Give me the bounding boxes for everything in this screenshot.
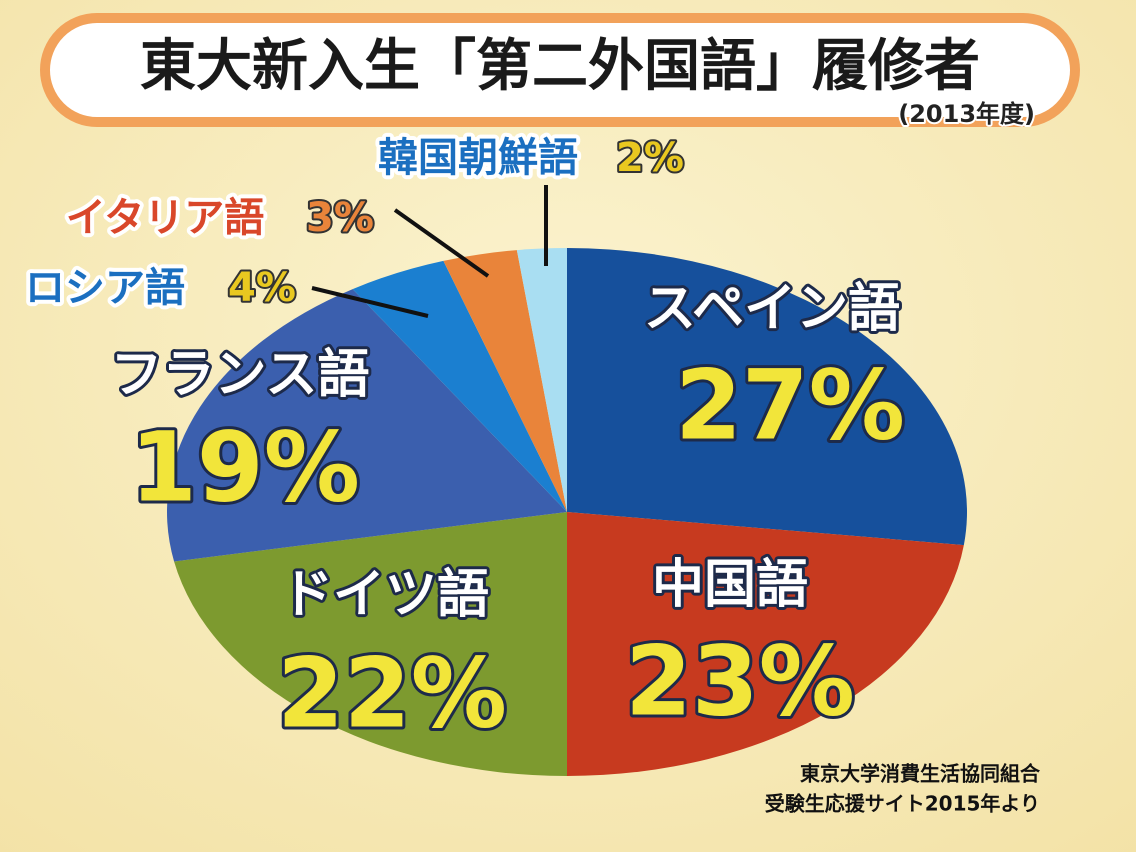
value-label: 19% xyxy=(130,411,360,523)
value-label: 22% xyxy=(277,637,507,749)
slice-label: 韓国朝鮮語 xyxy=(378,135,578,181)
pie-slice xyxy=(567,248,967,546)
value-label: 2% xyxy=(616,135,684,181)
slice-label: ドイツ語 xyxy=(281,565,489,625)
slice-label: 中国語 xyxy=(652,555,808,615)
value-label: 27% xyxy=(675,349,905,461)
leader-line xyxy=(393,208,490,278)
chart-subtitle: (2013年度) xyxy=(898,100,1035,128)
pie-slice xyxy=(174,512,568,777)
value-label: 4% xyxy=(228,265,296,311)
pie-slice xyxy=(443,250,567,512)
pie-slice xyxy=(567,512,964,776)
slice-label: スペイン語 xyxy=(644,279,900,339)
chart-title: 東大新入生「第二外国語」履修者 xyxy=(140,34,980,99)
slice-label: ロシア語 xyxy=(25,265,185,311)
source-note: 東京大学消費生活協同組合 xyxy=(800,762,1041,786)
value-label: 23% xyxy=(625,625,855,737)
source-note: 受験生応援サイト2015年より xyxy=(765,792,1040,816)
value-label: 3% xyxy=(306,195,374,241)
slice-label: イタリア語 xyxy=(66,195,264,241)
pie-slice xyxy=(516,248,567,512)
pie-slice xyxy=(166,289,567,562)
slice-label: フランス語 xyxy=(111,345,370,405)
pie-slice xyxy=(352,260,567,512)
leader-line xyxy=(311,286,429,318)
title-banner xyxy=(40,13,1080,127)
